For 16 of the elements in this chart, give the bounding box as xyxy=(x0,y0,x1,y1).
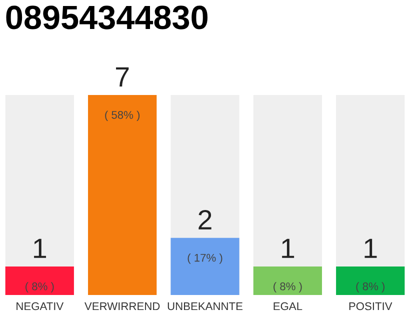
data-label: 7 xyxy=(116,67,129,86)
annotation: ( 8% ) xyxy=(356,282,384,292)
data-label: 1 xyxy=(34,238,46,258)
annotation: ( 58% ) xyxy=(105,110,140,122)
chart-title: 08954344830 xyxy=(6,6,208,30)
data-label: 1 xyxy=(282,238,294,258)
annotation: ( 8% ) xyxy=(26,282,54,292)
data-label: 1 xyxy=(364,238,377,258)
annotation: ( 8% ) xyxy=(274,282,302,292)
data-label: 2 xyxy=(198,210,212,230)
annotation: ( 17% ) xyxy=(188,254,222,264)
x-tick-label: NEGATIV xyxy=(16,302,64,310)
x-tick-label: POSITIV xyxy=(349,302,392,310)
x-tick-label: UNBEKANNTE xyxy=(168,302,242,310)
x-tick-label: EGAL xyxy=(274,302,302,310)
x-tick-label: VERWIRREND xyxy=(84,302,160,310)
